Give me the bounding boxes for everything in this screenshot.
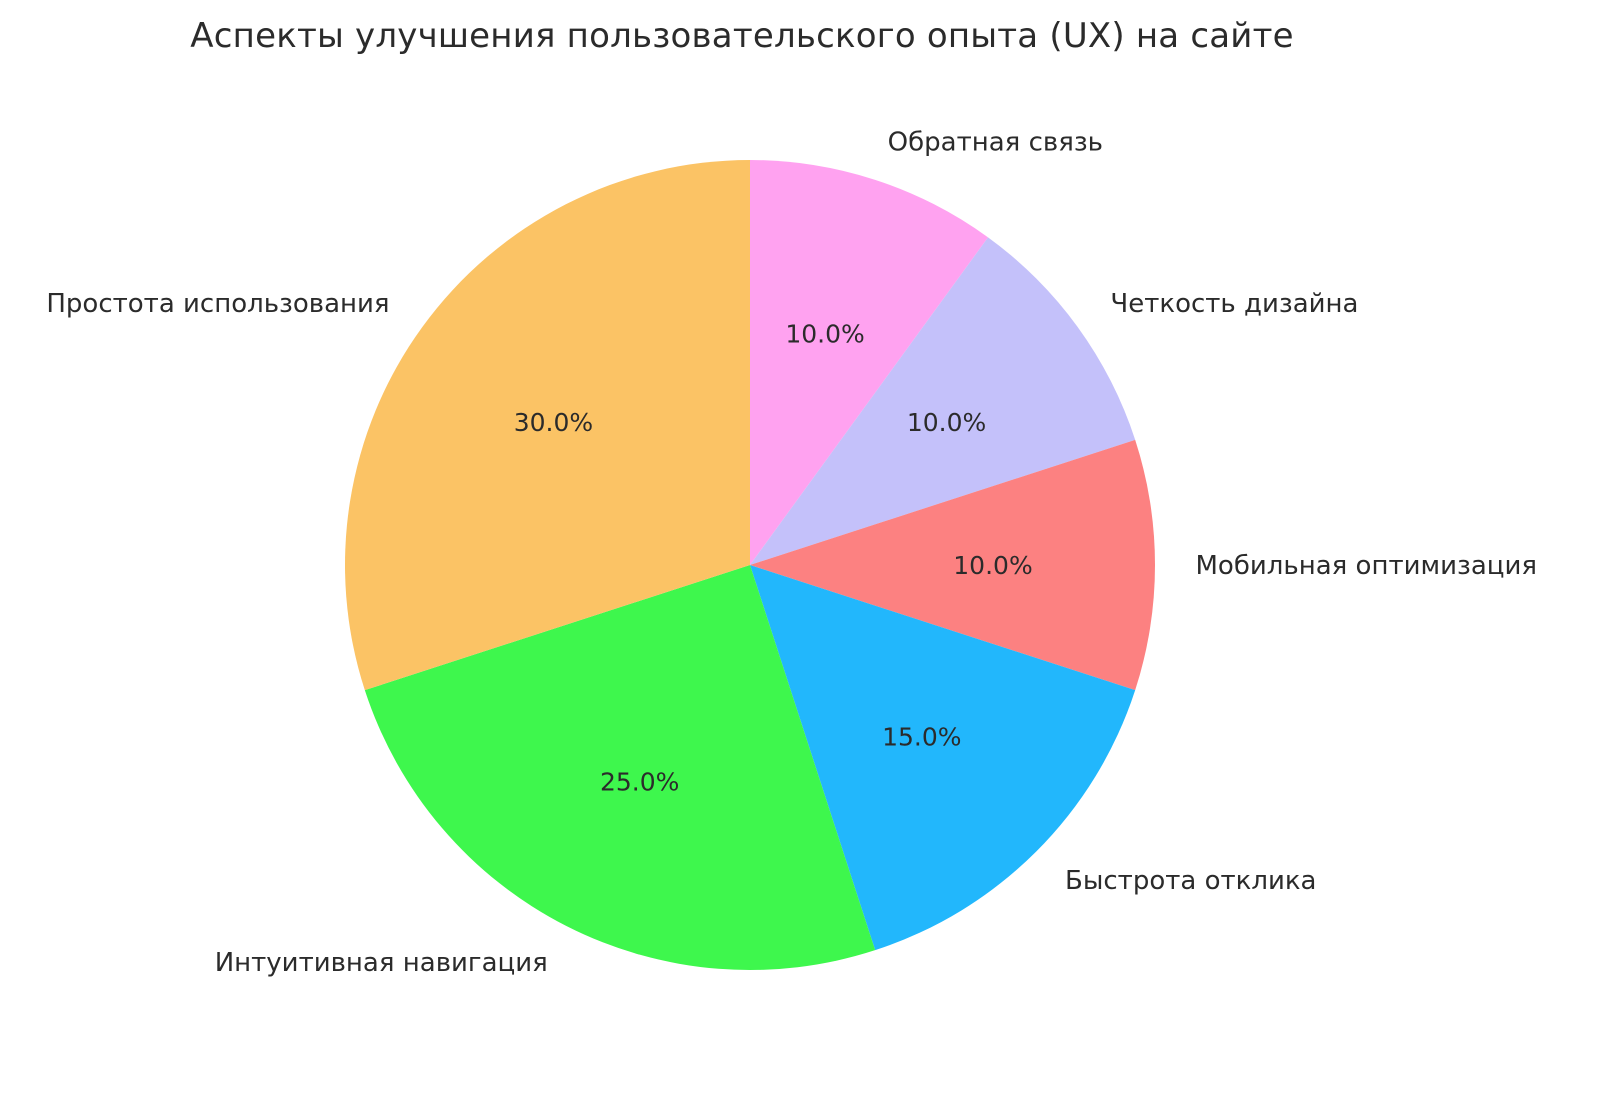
pie-slice [364, 565, 876, 971]
pie-percent-label: 10.0% [785, 320, 864, 349]
pie-slice [344, 160, 750, 691]
pie-percent-label: 10.0% [953, 551, 1032, 580]
pie-percent-label: 25.0% [600, 767, 679, 796]
pie-slice [750, 237, 1136, 565]
pie-percent-label: 10.0% [907, 408, 986, 437]
chart-title: Аспекты улучшения пользовательского опыт… [190, 16, 1294, 56]
pie-slice-label: Мобильная оптимизация [1196, 551, 1538, 581]
pie-slice-label: Простота использования [46, 289, 389, 319]
pie-slice-label: Быстрота отклика [1065, 866, 1316, 896]
pie-slice [750, 439, 1156, 691]
pie-slice [750, 565, 1136, 951]
pie-percent-label: 30.0% [514, 408, 593, 437]
pie-slice-label: Интуитивная навигация [215, 948, 548, 978]
pie-slice-label: Обратная связь [888, 127, 1103, 157]
pie-slice [750, 160, 989, 565]
pie-percent-label: 15.0% [882, 723, 961, 752]
pie-slice-label: Четкость дизайна [1110, 289, 1358, 319]
